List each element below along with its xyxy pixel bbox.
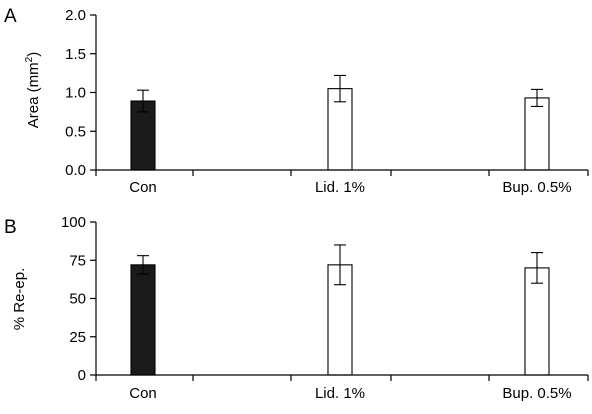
- panel-b-category-label-0: Con: [129, 385, 157, 402]
- panel-a-axes: [95, 15, 589, 176]
- panel-b-bars: [130, 244, 550, 376]
- panel-a-y-tick-label-2: 1.0: [65, 85, 86, 102]
- panel-b-y-tick-label-3: 75: [69, 252, 86, 269]
- panel-a-x-labels: Con Lid. 1% Bup. 0.5%: [129, 179, 571, 196]
- panel-b-y-tick-label-1: 25: [69, 329, 86, 346]
- panel-a-y-ticks: 0.0 0.5 1.0 1.5 2.0: [65, 7, 96, 179]
- panel-b-category-label-2: Bup. 0.5%: [502, 385, 571, 402]
- panel-b-y-tick-label-2: 50: [69, 291, 86, 308]
- panel-a-y-axis-title: Area (mm2): [24, 52, 42, 128]
- panel-b-y-tick-label-4: 100: [61, 214, 86, 231]
- panel-a-category-label-0: Con: [129, 179, 157, 196]
- panel-b-x-labels: Con Lid. 1% Bup. 0.5%: [129, 385, 571, 402]
- panel-b-letter: B: [4, 217, 17, 238]
- panel-b-y-ticks: 0 25 50 75 100: [61, 214, 96, 384]
- panel-a-y-tick-label-1: 0.5: [65, 123, 86, 140]
- panel-a: A Area (mm2) 0.0 0.5 1.0 1.5 2.0 Con Lid. 1% B…: [4, 6, 589, 196]
- panel-a-y-tick-label-3: 1.5: [65, 46, 86, 63]
- panel-b-axes: [95, 222, 589, 381]
- panel-b: B % Re-ep. 0 25 50 75 100 Con Lid. 1% Bup. 0.5…: [4, 214, 589, 402]
- panel-a-y-tick-label-4: 2.0: [65, 7, 86, 24]
- panel-a-category-label-2: Bup. 0.5%: [502, 179, 571, 196]
- panel-b-y-tick-label-0: 0: [78, 367, 86, 384]
- panel-b-category-label-1: Lid. 1%: [315, 385, 365, 402]
- panel-a-category-label-1: Lid. 1%: [315, 179, 365, 196]
- panel-a-letter: A: [4, 6, 17, 27]
- panel-b-bar-2: [524, 267, 550, 376]
- panel-a-y-tick-label-0: 0.0: [65, 162, 86, 179]
- panel-a-bar-0: [130, 100, 156, 171]
- panel-a-bars: [130, 74, 550, 171]
- panel-b-bar-0: [130, 264, 156, 376]
- panel-a-bar-2: [524, 97, 550, 171]
- panel-b-y-axis-title: % Re-ep.: [11, 268, 28, 331]
